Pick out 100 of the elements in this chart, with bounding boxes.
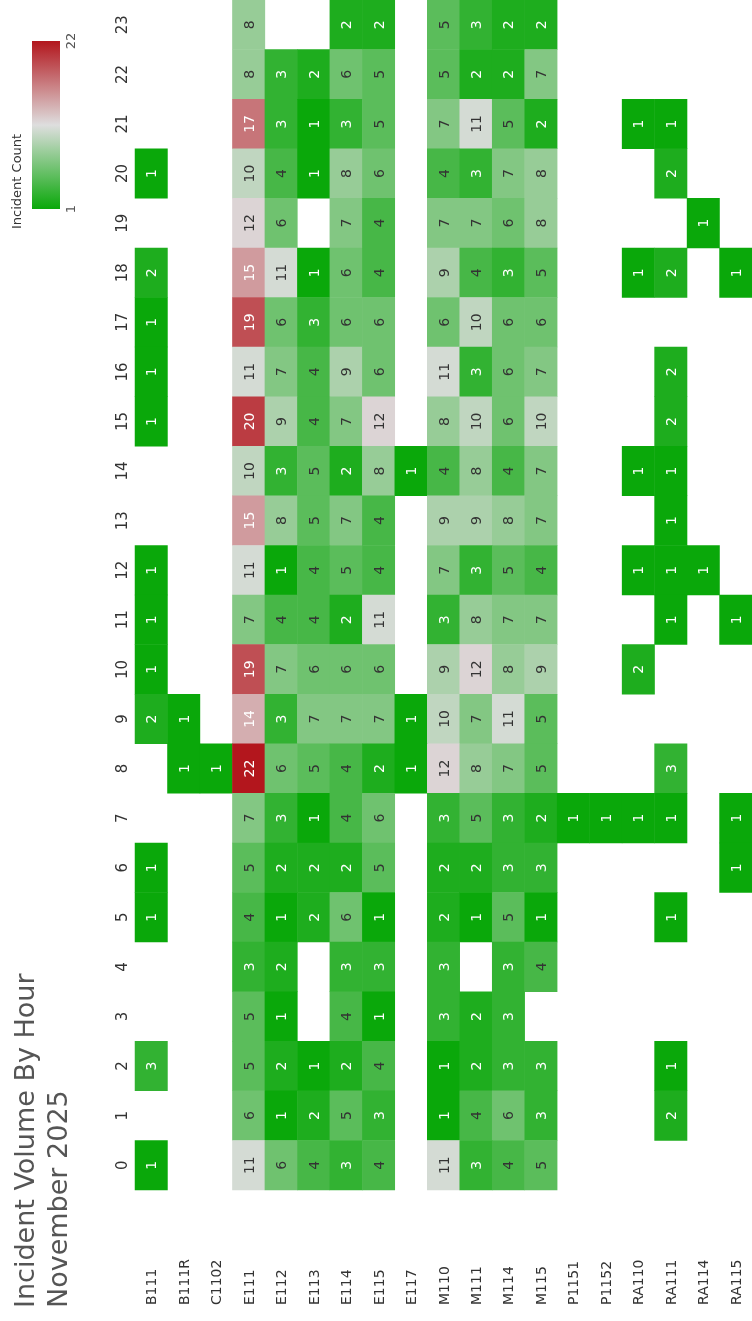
data-label: 1 <box>273 1012 290 1021</box>
data-label: 9 <box>467 516 484 526</box>
data-label: 1 <box>175 714 192 724</box>
data-label: 3 <box>500 863 517 873</box>
data-label: 5 <box>532 714 549 724</box>
data-label: 3 <box>338 1160 355 1170</box>
data-label: 4 <box>370 218 387 228</box>
data-label: 7 <box>338 714 355 724</box>
data-label: 1 <box>630 268 647 278</box>
y-tick-label: 5 <box>112 912 131 923</box>
data-label: 6 <box>500 317 517 327</box>
data-label: 14 <box>240 709 257 728</box>
y-tick-label: 20 <box>112 163 131 184</box>
y-tick-label: 12 <box>112 560 131 580</box>
data-label: 1 <box>630 119 647 129</box>
data-label: 3 <box>273 69 290 79</box>
x-tick-label: E111 <box>240 1269 257 1305</box>
y-tick-label: 10 <box>112 659 131 679</box>
data-label: 7 <box>500 615 517 625</box>
data-label: 2 <box>435 863 452 873</box>
data-label: 2 <box>467 863 484 873</box>
data-label: 7 <box>467 714 484 724</box>
x-tick-label: M114 <box>500 1266 517 1305</box>
data-label: 10 <box>467 412 484 431</box>
data-label: 2 <box>662 268 679 278</box>
data-label: 2 <box>532 813 549 823</box>
data-label: 2 <box>338 615 355 625</box>
data-label: 11 <box>240 561 257 580</box>
data-label: 3 <box>273 119 290 129</box>
data-label: 9 <box>435 516 452 526</box>
data-label: 1 <box>565 813 582 823</box>
x-tick-label: RA110 <box>630 1259 647 1305</box>
data-label: 3 <box>338 962 355 972</box>
data-label: 7 <box>338 417 355 426</box>
data-label: 1 <box>467 912 484 922</box>
data-label: 3 <box>467 565 484 575</box>
data-label: 2 <box>662 367 679 377</box>
data-label: 6 <box>500 218 517 228</box>
data-label: 7 <box>532 615 549 625</box>
data-label: 2 <box>338 863 355 873</box>
data-label: 2 <box>273 863 290 873</box>
data-label: 1 <box>662 565 679 575</box>
data-label: 4 <box>500 1160 517 1170</box>
data-label: 5 <box>500 912 517 922</box>
data-label: 1 <box>143 912 160 922</box>
data-label: 9 <box>435 664 452 674</box>
data-label: 1 <box>532 912 549 922</box>
data-label: 1 <box>662 615 679 625</box>
data-label: 7 <box>338 218 355 228</box>
data-label: 1 <box>403 466 420 476</box>
data-label: 6 <box>370 367 387 377</box>
text: Incident Volume By Hour <box>9 972 40 1308</box>
data-label: 1 <box>305 119 322 129</box>
data-label: 3 <box>500 813 517 823</box>
data-label: 3 <box>435 813 452 823</box>
data-label: 3 <box>338 119 355 129</box>
x-tick-label: RA115 <box>727 1259 744 1305</box>
data-label: 15 <box>240 511 257 530</box>
data-label: 1 <box>403 764 420 773</box>
data-label: 2 <box>630 664 647 674</box>
data-label: 11 <box>273 263 290 282</box>
data-label: 7 <box>435 119 452 129</box>
data-label: 7 <box>500 764 517 773</box>
data-label: 5 <box>305 516 322 526</box>
data-label: 1 <box>630 813 647 823</box>
y-tick-label: 19 <box>112 213 131 233</box>
data-label: 6 <box>273 218 290 228</box>
data-label: 11 <box>370 610 387 629</box>
data-label: 4 <box>467 268 484 278</box>
data-label: 10 <box>240 164 257 183</box>
x-tick-label: RA111 <box>662 1259 679 1305</box>
x-tick-label: B111R <box>175 1258 192 1305</box>
data-label: 6 <box>305 664 322 674</box>
data-label: 20 <box>240 412 257 431</box>
color-bar-label: 22 <box>63 32 78 50</box>
data-label: 6 <box>273 764 290 773</box>
data-label: 1 <box>727 813 744 823</box>
data-label: 4 <box>338 813 355 823</box>
x-tick-label: E113 <box>305 1269 322 1305</box>
x-tick-label: E117 <box>403 1269 420 1305</box>
data-label: 2 <box>338 1061 355 1071</box>
data-label: 1 <box>143 565 160 575</box>
data-label: 10 <box>240 462 257 480</box>
data-label: 3 <box>500 1012 517 1021</box>
data-label: 4 <box>435 169 452 178</box>
data-label: 10 <box>435 710 452 728</box>
data-label: 6 <box>500 367 517 377</box>
data-label: 1 <box>143 664 160 674</box>
data-label: 2 <box>305 69 322 79</box>
data-label: 6 <box>370 317 387 327</box>
data-label: 5 <box>305 466 322 476</box>
data-label: 12 <box>435 759 452 778</box>
data-label: 3 <box>273 466 290 476</box>
data-label: 1 <box>727 863 744 873</box>
data-label: 7 <box>273 367 290 377</box>
y-tick-label: 6 <box>112 862 131 873</box>
data-label: 3 <box>240 962 257 972</box>
y-tick-label: 18 <box>112 263 131 283</box>
data-label: 4 <box>467 1111 484 1121</box>
data-label: 5 <box>467 813 484 823</box>
